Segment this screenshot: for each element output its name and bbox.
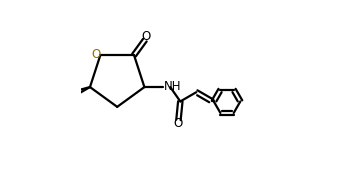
Text: O: O (92, 48, 101, 61)
Text: O: O (173, 118, 182, 130)
Text: O: O (141, 30, 150, 43)
Text: NH: NH (164, 80, 181, 93)
